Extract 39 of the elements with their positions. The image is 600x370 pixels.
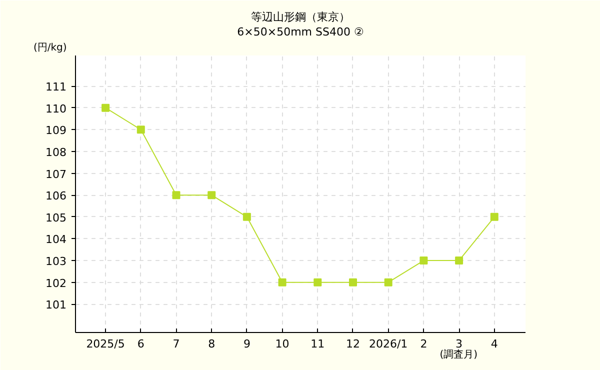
y-tick-label: 104 bbox=[46, 233, 67, 246]
x-tick-label: 2 bbox=[420, 338, 428, 350]
y-tick-label: 109 bbox=[46, 124, 67, 138]
y-tick-label: 110 bbox=[46, 102, 67, 116]
point bbox=[172, 191, 180, 200]
x-tick-label: 8 bbox=[208, 338, 216, 350]
point bbox=[278, 278, 286, 286]
point bbox=[455, 256, 464, 265]
x-tick-label: 9 bbox=[243, 338, 250, 350]
point bbox=[384, 278, 392, 286]
y-tick-label: 105 bbox=[46, 211, 67, 224]
x-tick-label: 7 bbox=[172, 338, 180, 350]
point bbox=[490, 212, 498, 221]
y-tick-label: 108 bbox=[46, 146, 67, 159]
x-axis-title: (調査月) bbox=[440, 348, 478, 360]
y-tick-label: 102 bbox=[46, 276, 67, 290]
x-tick-label: 11 bbox=[310, 338, 325, 350]
x-tick-label: 10 bbox=[275, 338, 290, 350]
chart-title: 等辺山形鋼（東京） bbox=[251, 10, 350, 24]
x-tick-label: 12 bbox=[346, 338, 360, 350]
point bbox=[348, 278, 357, 286]
point bbox=[242, 212, 251, 221]
x-tick-label: 2025/5 bbox=[86, 338, 125, 350]
x-tick-label: 2026/1 bbox=[368, 338, 408, 350]
y-tick-label: 103 bbox=[46, 255, 67, 268]
y-tick-label: 107 bbox=[46, 168, 67, 181]
point bbox=[208, 191, 216, 200]
y-axis-title: (円/kg) bbox=[34, 42, 67, 54]
point bbox=[102, 104, 110, 112]
point bbox=[314, 278, 322, 286]
x-tick-label: 4 bbox=[490, 338, 498, 350]
y-tick-label: 111 bbox=[46, 80, 67, 94]
point bbox=[136, 126, 145, 134]
y-tick-label: 106 bbox=[46, 190, 67, 203]
y-tick-label: 101 bbox=[46, 298, 67, 312]
point bbox=[420, 256, 428, 265]
chart-subtitle: 6×50×50mm SS400 ② bbox=[237, 26, 364, 38]
x-tick-label: 3 bbox=[456, 338, 463, 350]
x-tick-label: 6 bbox=[137, 338, 144, 350]
